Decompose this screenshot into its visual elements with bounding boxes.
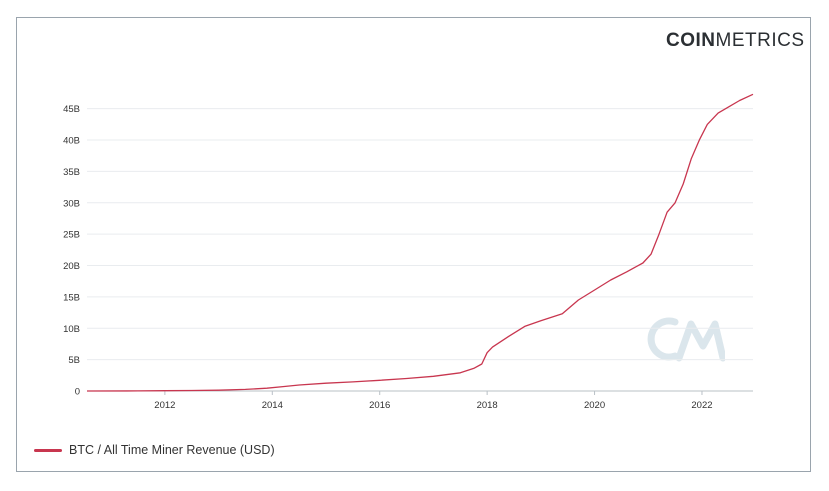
x-tick-label: 2022 (691, 400, 712, 411)
x-tick-label: 2020 (584, 400, 605, 411)
x-tick-label: 2016 (369, 400, 390, 411)
y-tick-label: 40B (63, 136, 80, 147)
y-tick-label: 20B (63, 261, 80, 272)
legend: BTC / All Time Miner Revenue (USD) (34, 440, 275, 460)
y-tick-label: 45B (63, 104, 80, 115)
y-tick-label: 0 (75, 387, 80, 398)
x-tick-label: 2018 (477, 400, 498, 411)
coinmetrics-logo: COINMETRICS (666, 30, 805, 54)
y-tick-label: 10B (63, 324, 80, 335)
y-tick-label: 15B (63, 292, 80, 303)
logo-text-light: METRICS (715, 30, 805, 51)
legend-swatch (34, 448, 62, 452)
y-tick-label: 25B (63, 230, 80, 241)
x-tick-label: 2012 (154, 400, 175, 411)
legend-label: BTC / All Time Miner Revenue (USD) (69, 443, 275, 457)
y-tick-label: 5B (68, 355, 80, 366)
series-line-miner-revenue (86, 93, 754, 392)
logo-text-bold: COIN (666, 30, 716, 51)
cm-watermark-icon (647, 317, 725, 362)
y-axis-tick-labels: 0 5B 10B 15B 20B 25B 30B 35B 40B 45B (63, 104, 80, 397)
x-tick-label: 2014 (262, 400, 283, 411)
y-tick-label: 35B (63, 167, 80, 178)
y-tick-label: 30B (63, 198, 80, 209)
chart-frame (16, 17, 811, 472)
x-axis-tick-labels: 2012 2014 2016 2018 2020 2022 (154, 400, 712, 411)
series-lines (86, 93, 754, 392)
grid-lines (87, 108, 753, 395)
